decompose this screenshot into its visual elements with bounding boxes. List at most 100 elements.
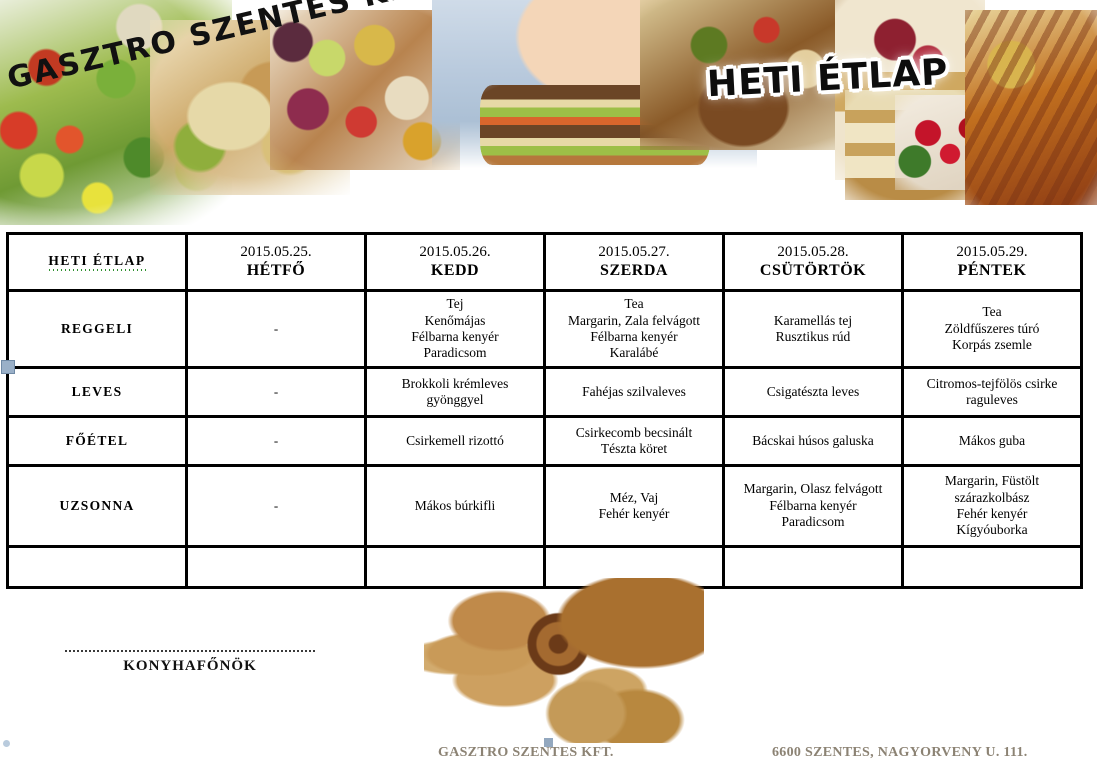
menu-item-line: Margarin, Füstölt bbox=[944, 473, 1040, 489]
menu-item-line: szárazkolbász bbox=[954, 489, 1030, 505]
menu-cell: Csigatészta leves bbox=[722, 366, 904, 418]
chef-label: KONYHAFŐNÖK bbox=[123, 658, 257, 674]
menu-cell: Brokkoli krémleves gyönggyel bbox=[364, 366, 546, 418]
day-date: 2015.05.25. bbox=[240, 244, 312, 261]
day-date: 2015.05.29. bbox=[956, 244, 1028, 261]
menu-cell: Tej Kenőmájas Félbarna kenyér Paradicsom bbox=[364, 289, 546, 369]
meal-label-cell bbox=[6, 545, 188, 589]
table-row: REGGELI - Tej Kenőmájas Félbarna kenyér Parad… bbox=[6, 289, 1083, 369]
cursor-artifact bbox=[544, 738, 553, 747]
day-header-cell: 2015.05.27. SZERDA bbox=[543, 232, 725, 292]
day-name: KEDD bbox=[430, 262, 480, 280]
menu-item-line: raguleves bbox=[966, 392, 1018, 407]
day-name: CSÜTÖRTÖK bbox=[759, 262, 867, 280]
table-resize-handle[interactable] bbox=[1, 360, 15, 374]
menu-cell: Mákos guba bbox=[901, 415, 1083, 467]
day-name: HÉTFŐ bbox=[246, 262, 306, 280]
day-name: PÉNTEK bbox=[957, 262, 1027, 280]
menu-item-line: Paradicsom bbox=[781, 514, 845, 530]
meal-label-cell: REGGELI bbox=[6, 289, 188, 369]
corner-title-text: HETI ÉTLAP bbox=[48, 252, 146, 272]
menu-cell: Citromos-tejfölös csirke raguleves bbox=[901, 366, 1083, 418]
day-header-cell: 2015.05.28. CSÜTÖRTÖK bbox=[722, 232, 904, 292]
menu-cell: Margarin, Olasz felvágott Félbarna kenyér… bbox=[722, 464, 904, 548]
menu-item-line: Paradicsom bbox=[423, 345, 487, 361]
footer-address: 6600 SZENTES, NAGYORVENY U. 111. bbox=[772, 745, 1028, 760]
signature-line bbox=[65, 650, 315, 652]
menu-item-line: - bbox=[273, 321, 279, 337]
table-corner-title: HETI ÉTLAP bbox=[6, 232, 188, 292]
menu-cell: Tea Margarin, Zala felvágott Félbarna keny… bbox=[543, 289, 725, 369]
menu-item-line: Fehér kenyér bbox=[598, 506, 670, 521]
table-row: FŐÉTEL - Csirkemell rizottó Csirkecomb becs… bbox=[6, 415, 1083, 467]
menu-item-line: - bbox=[273, 498, 279, 514]
menu-cell: - bbox=[185, 464, 367, 548]
menu-item-line: - bbox=[273, 384, 279, 400]
menu-item-line: Tea bbox=[624, 296, 644, 312]
menu-item-line: Brokkoli krémleves bbox=[401, 375, 509, 391]
menu-cell: Méz, Vaj Fehér kenyér bbox=[543, 464, 725, 548]
menu-cell bbox=[901, 545, 1083, 589]
meal-label-cell: LEVES bbox=[6, 366, 188, 418]
day-header-cell: 2015.05.26. KEDD bbox=[364, 232, 546, 292]
signature-block: KONYHAFŐNÖK bbox=[60, 650, 320, 675]
menu-item-line: - bbox=[273, 433, 279, 449]
menu-item-line: Korpás zsemle bbox=[952, 337, 1032, 353]
menu-cell bbox=[185, 545, 367, 589]
menu-item-line: Kenőmájas bbox=[424, 312, 486, 328]
day-header-cell: 2015.05.29. PÉNTEK bbox=[901, 232, 1083, 292]
menu-item-line: Karalábé bbox=[609, 345, 659, 361]
day-date: 2015.05.28. bbox=[777, 244, 849, 261]
meal-label-cell: FŐÉTEL bbox=[6, 415, 188, 467]
menu-cell: Margarin, Füstölt szárazkolbász Fehér keny… bbox=[901, 464, 1083, 548]
meal-label-cell: UZSONNA bbox=[6, 464, 188, 548]
menu-item-line: Mákos búrkifli bbox=[414, 497, 496, 513]
table-row: LEVES - Brokkoli krémleves gyönggyel Fahéjas… bbox=[6, 366, 1083, 418]
menu-item-line: Csigatészta leves bbox=[766, 383, 860, 399]
footer-company-name: GASZTRO SZENTES KFT. bbox=[438, 745, 614, 760]
menu-item-line: Félbarna kenyér bbox=[590, 329, 678, 344]
menu-cell: Mákos búrkifli bbox=[364, 464, 546, 548]
menu-item-line: Bácskai húsos galuska bbox=[752, 432, 874, 448]
menu-item-line: Tészta köret bbox=[600, 441, 668, 456]
menu-item-line: gyönggyel bbox=[426, 392, 484, 407]
menu-item-line: Félbarna kenyér bbox=[411, 329, 499, 344]
footer-bar: GASZTRO SZENTES KFT. 6600 SZENTES, NAGYO… bbox=[0, 740, 1097, 770]
menu-cell: - bbox=[185, 289, 367, 369]
menu-cell bbox=[722, 545, 904, 589]
menu-cell: Fahéjas szilvaleves bbox=[543, 366, 725, 418]
lasagna-photo bbox=[965, 10, 1097, 205]
table-header-row: HETI ÉTLAP 2015.05.25. HÉTFŐ 2015.05.26. KED… bbox=[6, 232, 1083, 292]
day-date: 2015.05.26. bbox=[419, 244, 491, 261]
menu-item-line: Tej bbox=[446, 296, 464, 312]
menu-item-line: Karamellás tej bbox=[773, 312, 853, 328]
fruit-photo bbox=[270, 10, 460, 170]
menu-cell: Bácskai húsos galuska bbox=[722, 415, 904, 467]
menu-item-line: Fahéjas szilvaleves bbox=[582, 383, 686, 399]
menu-cell: Csirkemell rizottó bbox=[364, 415, 546, 467]
menu-item-line: Margarin, Olasz felvágott bbox=[743, 481, 883, 497]
menu-item-line: Kígyóuborka bbox=[956, 522, 1028, 538]
selection-dot bbox=[3, 740, 10, 747]
menu-item-line: Margarin, Zala felvágott bbox=[567, 312, 701, 328]
day-header-cell: 2015.05.25. HÉTFŐ bbox=[185, 232, 367, 292]
menu-cell: - bbox=[185, 366, 367, 418]
menu-cell: Csirkecomb becsinált Tészta köret bbox=[543, 415, 725, 467]
menu-item-line: Félbarna kenyér bbox=[769, 497, 857, 513]
menu-item-line: Zöldfűszeres túró bbox=[944, 320, 1040, 336]
table-row: UZSONNA - Mákos búrkifli Méz, Vaj Fehér keny… bbox=[6, 464, 1083, 548]
menu-item-line: Citromos-tejfölös csirke bbox=[926, 375, 1058, 391]
menu-item-line: Mákos guba bbox=[958, 432, 1026, 448]
pastry-basket-photo bbox=[424, 578, 704, 743]
menu-item-line: Rusztikus rúd bbox=[775, 329, 851, 344]
menu-cell: Tea Zöldfűszeres túró Korpás zsemle bbox=[901, 289, 1083, 369]
menu-item-line: Csirkemell rizottó bbox=[406, 432, 504, 448]
menu-item-line: Méz, Vaj bbox=[609, 489, 659, 505]
menu-cell: - bbox=[185, 415, 367, 467]
menu-item-line: Csirkecomb becsinált bbox=[575, 424, 693, 440]
menu-cell: Karamellás tej Rusztikus rúd bbox=[722, 289, 904, 369]
menu-item-line: Tea bbox=[982, 304, 1002, 320]
weekly-menu-table: HETI ÉTLAP 2015.05.25. HÉTFŐ 2015.05.26. KED… bbox=[6, 232, 1083, 589]
day-name: SZERDA bbox=[600, 262, 668, 280]
menu-item-line: Fehér kenyér bbox=[956, 506, 1028, 521]
